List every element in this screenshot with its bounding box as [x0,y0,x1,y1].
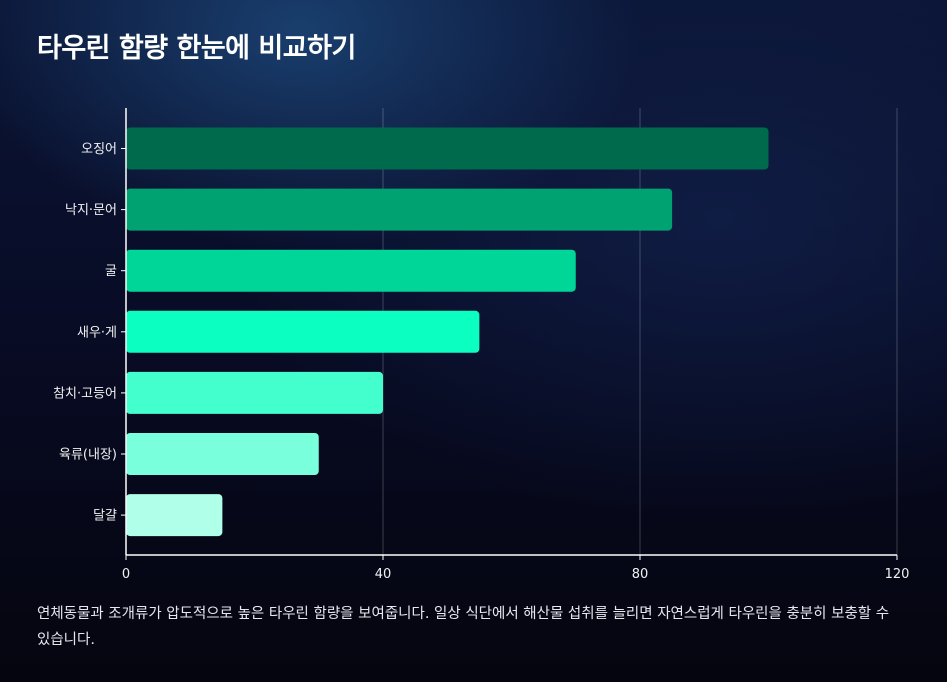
bar-3 [126,310,480,353]
x-tick-label-40: 40 [375,567,392,582]
y-tick-label-1: 낙지·문어 [65,203,117,218]
bar-1 [126,188,673,231]
x-tick-label-0: 0 [122,567,130,582]
y-tick-label-0: 오징어 [81,142,117,157]
y-tick-label-6: 달걀 [93,509,117,524]
bar-4 [126,371,383,414]
y-tick-label-3: 새우·게 [77,325,117,340]
x-tick-label-80: 80 [632,567,649,582]
y-tick-label-2: 굴 [105,264,117,279]
y-tick-label-4: 참치·고등어 [53,386,117,401]
bar-2 [126,249,576,292]
bar-6 [126,494,223,537]
bars [126,127,769,537]
axes [121,108,898,560]
chart-caption: 연체동물과 조개류가 압도적으로 높은 타우린 함량을 보여줍니다. 일상 식단… [37,606,890,648]
bar-0 [126,127,769,170]
x-tick-label-120: 120 [885,567,910,582]
y-tick-label-5: 육류(내장) [59,448,117,463]
chart-title: 타우린 함량 한눈에 비교하기 [37,33,356,64]
bar-5 [126,433,319,475]
